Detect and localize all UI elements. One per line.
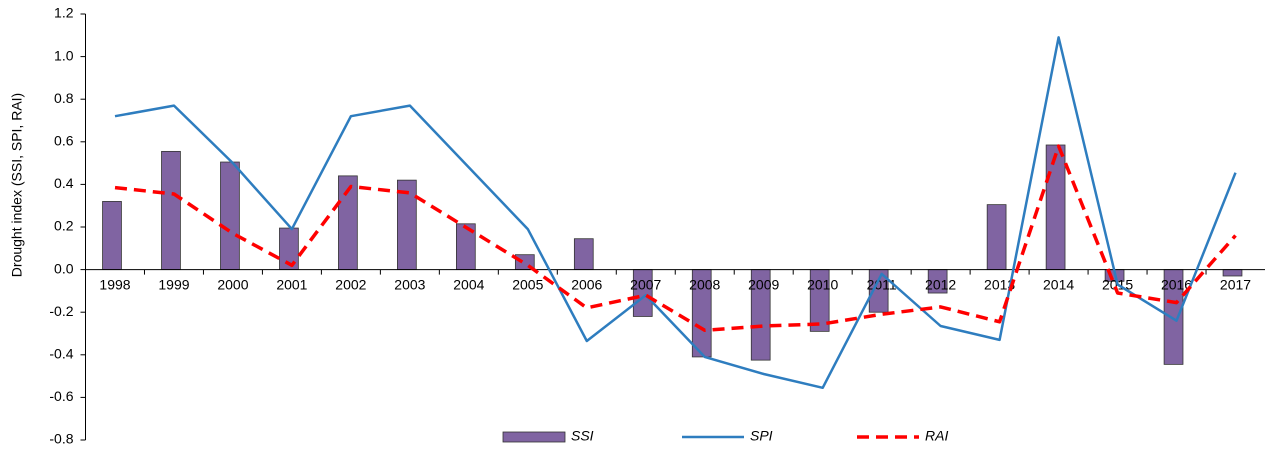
- x-tick-label: 2014: [1043, 276, 1074, 292]
- x-tick-label: 2006: [571, 276, 602, 292]
- x-tick-label: 2016: [1161, 276, 1192, 292]
- y-tick-label: 0.0: [54, 260, 74, 276]
- legend-label: SPI: [750, 428, 773, 444]
- x-tick-label: 2012: [925, 276, 956, 292]
- x-tick-label: 2008: [689, 276, 720, 292]
- x-tick-label: 2009: [748, 276, 779, 292]
- y-tick-label: -0.2: [49, 303, 73, 319]
- line-series: [114, 36, 1237, 390]
- y-tick-label: -0.4: [49, 346, 73, 362]
- x-tick-label: 1999: [158, 276, 189, 292]
- bar: [573, 238, 594, 270]
- y-tick-label: 1.0: [54, 47, 74, 63]
- legend-label: RAI: [925, 428, 948, 444]
- bar: [220, 161, 240, 271]
- legend-label: SSI: [571, 428, 594, 444]
- x-tick-label: 2010: [807, 276, 838, 292]
- y-tick-label: 0.8: [54, 90, 74, 106]
- legend-swatch: [502, 431, 566, 443]
- x-tick-label: 2002: [335, 276, 366, 292]
- bar: [161, 150, 181, 270]
- y-tick-label: 0.6: [54, 133, 74, 149]
- y-tick-label: -0.8: [49, 431, 73, 447]
- x-tick-label: 2005: [512, 276, 543, 292]
- x-tick-label: 2001: [276, 276, 307, 292]
- bar: [986, 204, 1007, 270]
- x-tick-label: 2013: [984, 276, 1015, 292]
- bar: [102, 201, 122, 271]
- x-tick-label: 2000: [217, 276, 248, 292]
- x-tick-label: 2003: [394, 276, 425, 292]
- y-tick-label: 1.2: [54, 5, 74, 21]
- bar: [1045, 144, 1066, 270]
- x-tick-label: 2007: [630, 276, 661, 292]
- x-tick-label: 1998: [99, 276, 130, 292]
- x-tick-label: 2004: [453, 276, 484, 292]
- x-tick-label: 2017: [1220, 276, 1251, 292]
- line-series: [114, 144, 1237, 333]
- bar: [1222, 269, 1243, 277]
- y-tick-label: 0.4: [54, 175, 74, 191]
- y-tick-label: -0.6: [49, 388, 73, 404]
- y-tick-label: 0.2: [54, 218, 74, 234]
- y-axis-label: Drought index (SSI, SPI, RAI): [9, 93, 25, 277]
